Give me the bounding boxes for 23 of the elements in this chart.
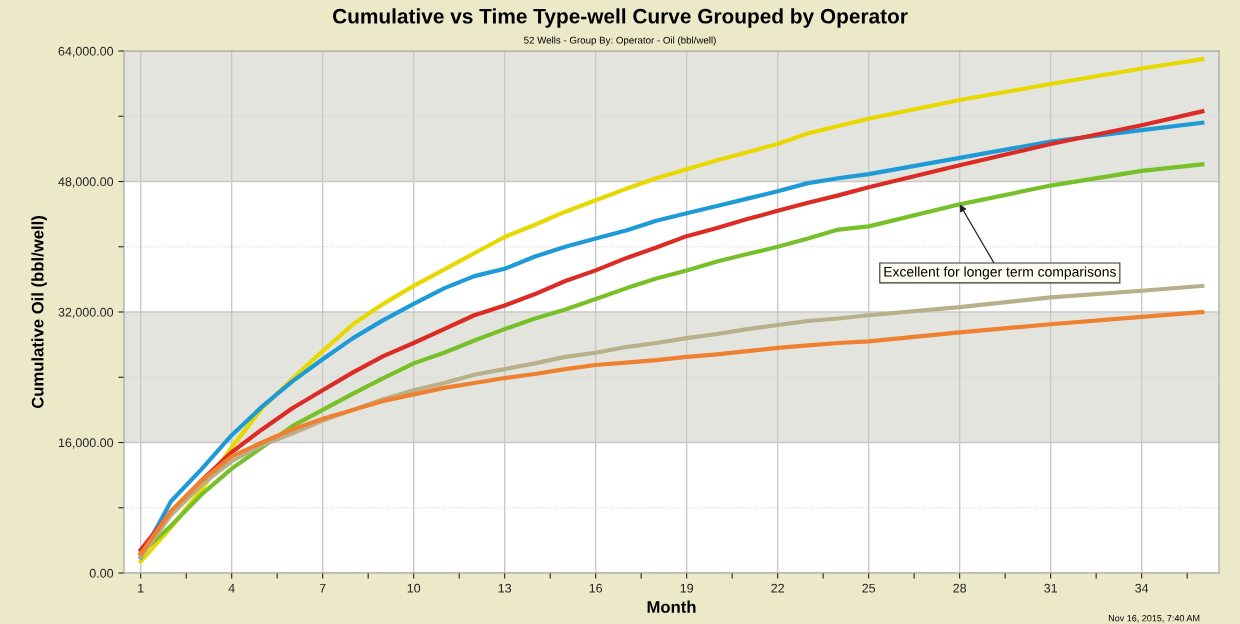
x-tick-label: 13: [498, 583, 512, 593]
annotation: Excellent for longer term comparisons: [884, 266, 1116, 280]
x-tick-label: 1: [138, 583, 144, 593]
x-tick-label: 31: [1044, 583, 1057, 593]
x-tick-label: 25: [862, 583, 876, 593]
x-tick-label: 16: [589, 583, 603, 593]
y-tick-label: 64,000.00: [58, 46, 114, 58]
x-tick-label: 19: [680, 583, 694, 593]
y-tick-label: 32,000.00: [58, 307, 114, 319]
chart-title: Cumulative vs Time Type-well Curve Grouped by Operator: [332, 8, 908, 28]
x-tick-label: 28: [953, 583, 967, 593]
y-tick-label: 48,000.00: [58, 177, 114, 188]
y-tick-label: 16,000.00: [58, 438, 114, 449]
chart-subtitle: 52 Wells - Group By: Operator - Oil (bbl/well): [524, 36, 716, 46]
x-tick-label: 22: [771, 583, 784, 593]
x-tick-label: 34: [1135, 583, 1149, 593]
x-tick-label: 7: [319, 583, 326, 593]
x-tick-label: 4: [228, 583, 235, 593]
x-axis-title: Month: [647, 600, 696, 613]
text: Nov 16, 2015, 7:40 AM: [1108, 615, 1200, 623]
y-axis-title: Cumulative Oil (bbl/well): [31, 216, 47, 409]
x-tick-label: 10: [407, 583, 421, 593]
y-tick-label: 0.00: [89, 568, 114, 578]
